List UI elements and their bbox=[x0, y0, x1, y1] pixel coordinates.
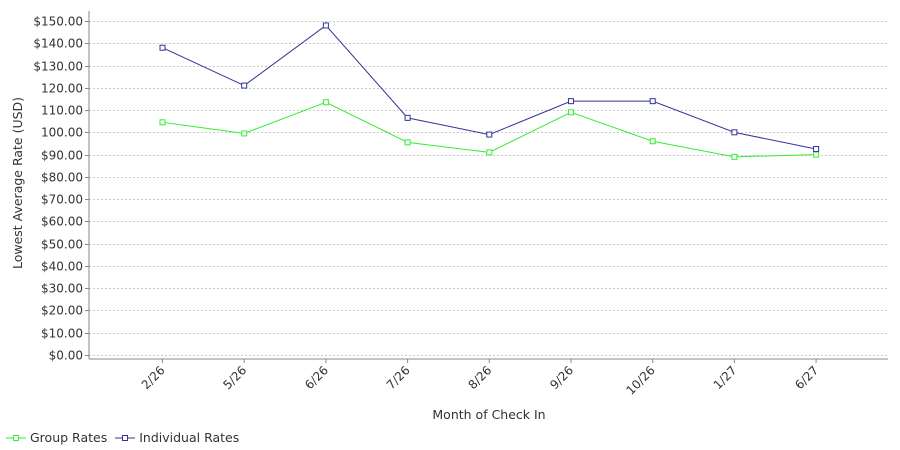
data-point-individual bbox=[241, 82, 248, 89]
data-point-individual bbox=[568, 98, 574, 105]
y-tick-label: $60.00 bbox=[41, 215, 83, 229]
y-axis-label: Lowest Average Rate (USD) bbox=[10, 97, 25, 269]
legend: Group Rates Individual Rates bbox=[6, 430, 247, 445]
data-point-group bbox=[159, 119, 166, 126]
x-tick-labels: 2/26 5/26 6/26 7/26 8/26 9/26 10/26 1/27 6/27 bbox=[139, 363, 822, 397]
data-point-individual bbox=[649, 98, 656, 105]
y-tick-label: $20.00 bbox=[41, 304, 83, 318]
y-tick-label: $10.00 bbox=[41, 327, 83, 341]
y-tick-label: $90.00 bbox=[41, 149, 83, 163]
data-point-group bbox=[649, 138, 656, 145]
data-point-group bbox=[568, 109, 574, 116]
axes bbox=[85, 11, 888, 363]
y-tick-label: $50.00 bbox=[41, 238, 83, 252]
legend-item-group: Group Rates bbox=[6, 430, 107, 445]
x-tick-label: 8/26 bbox=[465, 363, 494, 392]
y-tick-label: 120.00 bbox=[41, 82, 83, 96]
line-chart: $0.00 $10.00 $20.00 $30.00 $40.00 $50.00 $60.0… bbox=[10, 11, 888, 422]
y-tick-label: $30.00 bbox=[41, 282, 83, 296]
data-point-individual bbox=[322, 22, 329, 29]
x-tick-label: 9/26 bbox=[547, 363, 576, 392]
data-point-group bbox=[322, 99, 329, 106]
y-tick-label: 110.00 bbox=[41, 104, 83, 118]
legend-swatch-individual bbox=[115, 434, 136, 441]
x-tick-label: 2/26 bbox=[139, 363, 168, 392]
y-tick-labels: $0.00 $10.00 $20.00 $30.00 $40.00 $50.00 $60.0… bbox=[33, 15, 83, 363]
x-tick-label: 1/27 bbox=[711, 363, 740, 392]
x-tick-label: 10/26 bbox=[623, 363, 657, 397]
y-tick-label: $80.00 bbox=[41, 171, 83, 185]
legend-swatch-group bbox=[6, 434, 26, 441]
data-point-group bbox=[486, 149, 493, 156]
x-axis-label: Month of Check In bbox=[432, 407, 545, 422]
y-tick-label: $0.00 bbox=[49, 349, 83, 363]
data-point-individual bbox=[404, 114, 411, 121]
data-point-group bbox=[731, 153, 738, 160]
gridlines bbox=[89, 21, 888, 356]
y-tick-label: $40.00 bbox=[41, 260, 83, 274]
x-tick-label: 5/26 bbox=[220, 363, 249, 392]
x-tick-label: 6/27 bbox=[792, 363, 821, 392]
legend-item-individual: Individual Rates bbox=[115, 430, 239, 445]
y-tick-label: $70.00 bbox=[41, 193, 83, 207]
data-point-group bbox=[404, 139, 411, 146]
data-point-group bbox=[241, 130, 248, 137]
legend-label-group: Group Rates bbox=[30, 430, 108, 445]
y-tick-label: 100.00 bbox=[41, 126, 83, 140]
data-point-group bbox=[813, 151, 820, 158]
x-tick-label: 6/26 bbox=[302, 363, 331, 392]
data-point-individual bbox=[486, 131, 493, 138]
y-tick-label: $130.00 bbox=[33, 60, 83, 74]
legend-label-individual: Individual Rates bbox=[139, 430, 240, 445]
data-point-individual bbox=[159, 44, 166, 51]
y-tick-label: $150.00 bbox=[33, 15, 83, 29]
data-point-individual bbox=[813, 146, 820, 153]
x-tick-label: 7/26 bbox=[384, 363, 413, 392]
series-lines bbox=[159, 22, 820, 160]
data-point-individual bbox=[731, 129, 738, 136]
y-tick-label: $140.00 bbox=[33, 37, 83, 51]
